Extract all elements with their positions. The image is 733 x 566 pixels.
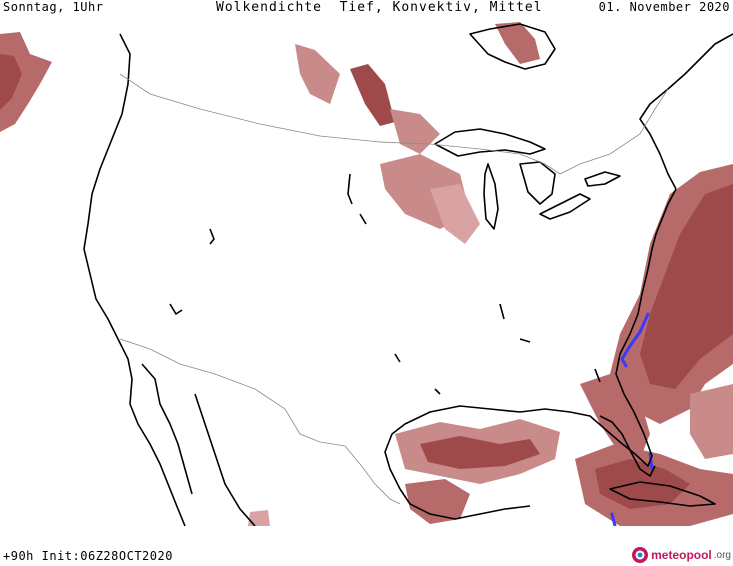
cloud-patch-caribbean-inner (595, 459, 690, 509)
lake-huron (519, 161, 556, 205)
coastline-mexico-west (194, 393, 256, 526)
cloud-cover-layer (0, 22, 733, 526)
border-us-mexico (119, 338, 401, 505)
coastline-small-4 (359, 213, 367, 225)
convective-streak (610, 312, 654, 526)
coastline-baja (141, 363, 193, 495)
coastline-cuba (609, 481, 716, 507)
cloud-patch-gulf-inner (420, 436, 540, 469)
cloud-patch-atlantic-south (690, 384, 733, 459)
coastline-small-6 (519, 338, 531, 343)
coastline-small-8 (434, 388, 441, 395)
cloud-patch-pacific-nw-inner (0, 54, 22, 110)
cloud-patch-atlantic-inner (640, 184, 733, 389)
meteopool-logo[interactable]: meteopool .org (631, 546, 731, 564)
coastline-mexico-east (399, 488, 531, 520)
coastline-small-2 (209, 228, 215, 245)
coastline-small-7 (394, 353, 401, 363)
cloud-patch-midwest-2 (430, 184, 480, 244)
cloud-patch-mexico-small (248, 510, 270, 526)
coastlines (83, 23, 733, 526)
lake-ontario (584, 171, 621, 187)
forecast-date: 01. November 2020 (598, 0, 730, 14)
country-borders (119, 73, 669, 505)
logo-text: meteopool (651, 548, 712, 562)
lake-michigan (483, 163, 499, 230)
lake-erie (539, 193, 591, 220)
cloud-patch-florida (580, 374, 650, 459)
cloud-patch-hudson (495, 22, 540, 64)
map-title: Wolkendichte Tief, Konvektiv, Mittel (216, 0, 543, 15)
border-us-canada (119, 73, 669, 175)
coastline-florida (599, 415, 656, 477)
coastline-northeast (639, 33, 733, 190)
forecast-day-time: Sonntag, 1Uhr (3, 0, 104, 14)
model-run-info: +90h Init:06Z28OCT2020 (3, 549, 173, 563)
cloud-patch-yucatan (405, 479, 470, 524)
meteopool-logo-icon (632, 547, 649, 563)
cloud-patch-canada-1 (295, 44, 340, 104)
cloud-patch-canada-2 (350, 64, 395, 126)
cloud-cover-map (0, 22, 733, 526)
coastline-small-1 (347, 173, 353, 205)
coastline-west (83, 33, 186, 526)
coastline-hudson (469, 23, 556, 70)
cloud-patch-canada-3 (390, 109, 440, 154)
lake-superior (434, 128, 546, 157)
coastline-small-3 (169, 303, 183, 315)
coastline-gulf (384, 188, 677, 490)
logo-domain: .org (713, 549, 731, 561)
coastline-small-9 (594, 368, 601, 383)
coastline-small-5 (499, 303, 505, 320)
